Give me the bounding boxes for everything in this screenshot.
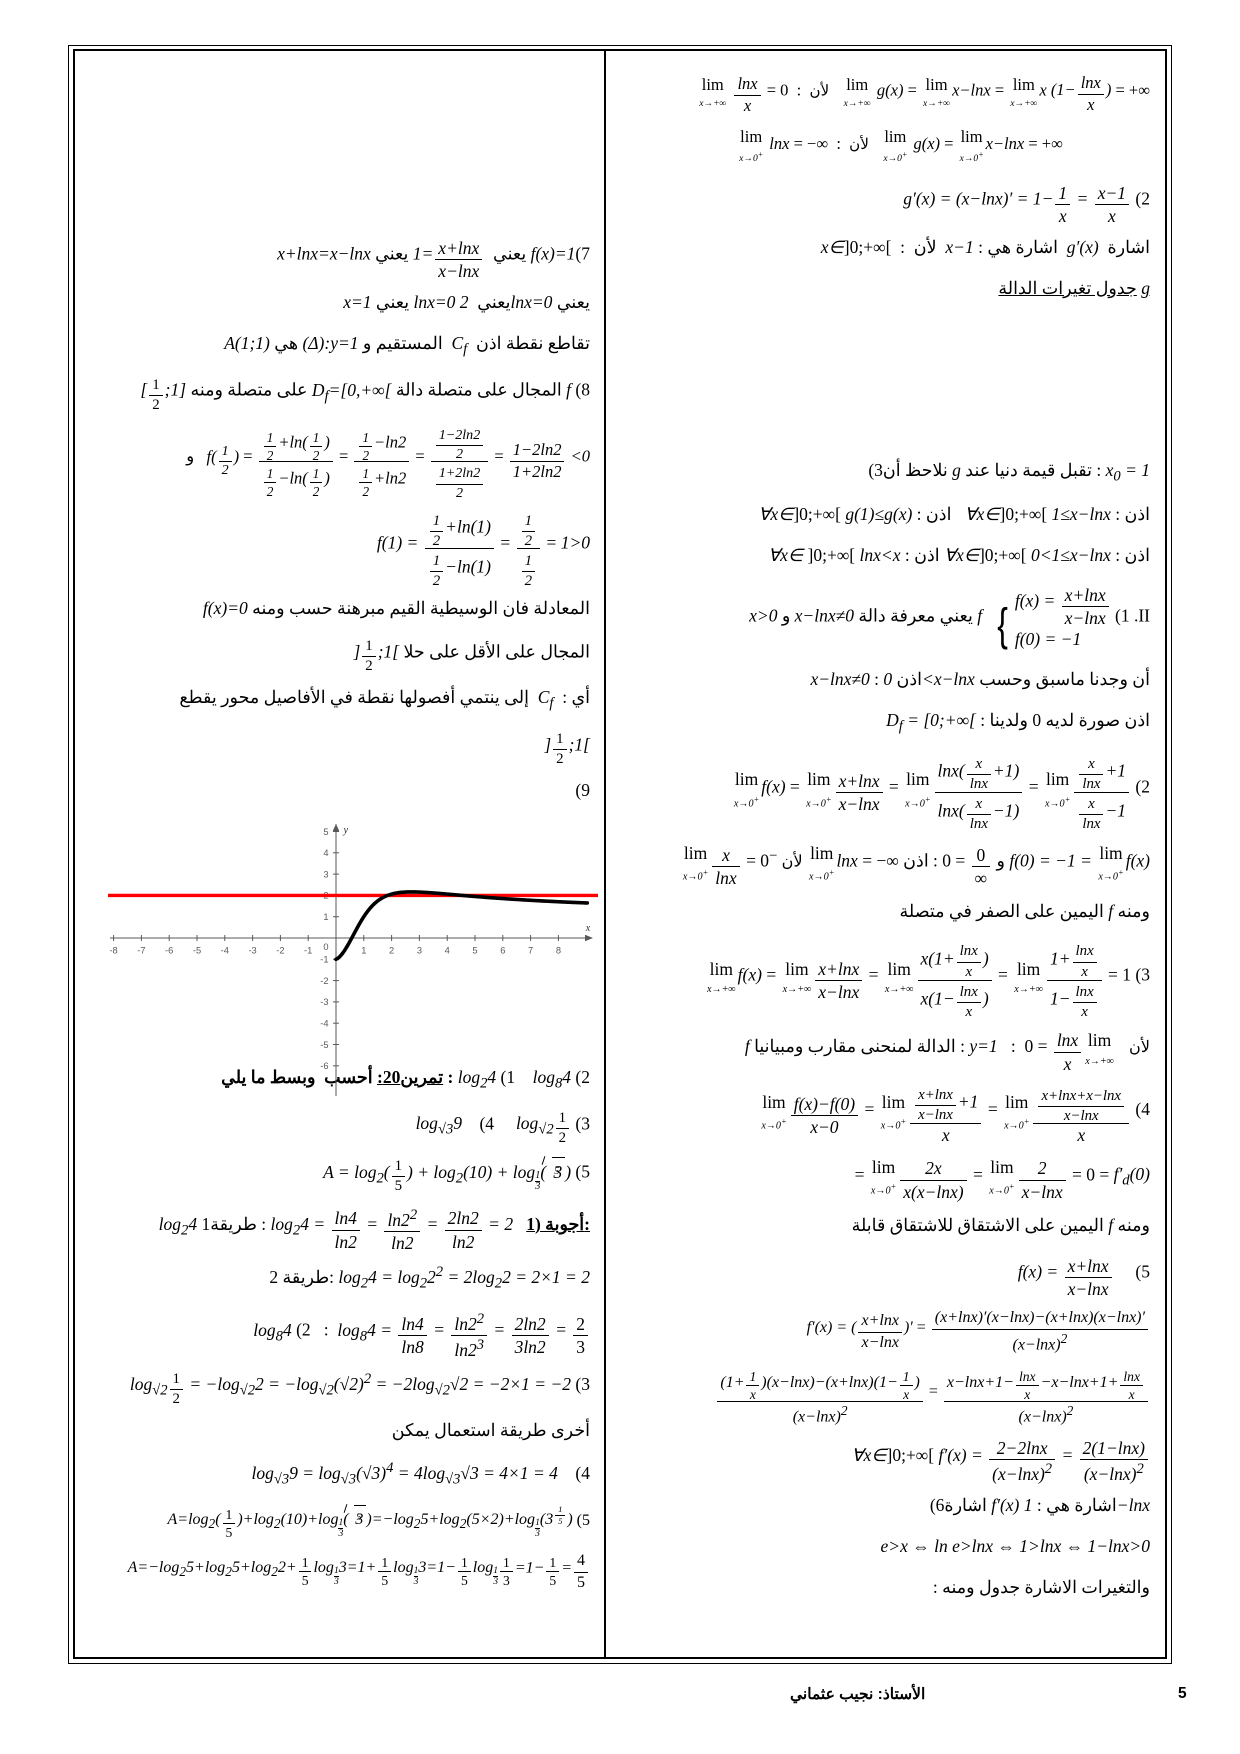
- svg-text:-4: -4: [320, 1019, 328, 1029]
- svg-text:-6: -6: [165, 946, 173, 956]
- svg-text:-3: -3: [248, 946, 256, 956]
- svg-text:x: x: [585, 923, 591, 934]
- svg-text:5: 5: [472, 946, 477, 956]
- svg-text:1: 1: [323, 912, 328, 922]
- svg-text:3: 3: [417, 946, 422, 956]
- svg-text:6: 6: [500, 946, 505, 956]
- svg-text:2: 2: [389, 946, 394, 956]
- svg-text:8: 8: [556, 946, 561, 956]
- svg-text:4: 4: [323, 848, 328, 858]
- svg-text:3: 3: [323, 869, 328, 879]
- svg-text:1: 1: [361, 946, 366, 956]
- svg-text:-6: -6: [320, 1061, 328, 1071]
- svg-text:-8: -8: [109, 946, 117, 956]
- svg-text:0: 0: [323, 942, 328, 952]
- svg-text:-1: -1: [320, 955, 328, 965]
- svg-text:-3: -3: [320, 997, 328, 1007]
- svg-text:4: 4: [445, 946, 450, 956]
- svg-text:-2: -2: [320, 976, 328, 986]
- svg-text:-2: -2: [276, 946, 284, 956]
- svg-text:5: 5: [323, 827, 328, 837]
- svg-text:-5: -5: [320, 1040, 328, 1050]
- svg-text:-4: -4: [221, 946, 229, 956]
- svg-text:-7: -7: [137, 946, 145, 956]
- svg-text:y: y: [343, 825, 349, 836]
- svg-text:7: 7: [528, 946, 533, 956]
- svg-text:-5: -5: [193, 946, 201, 956]
- svg-text:-1: -1: [304, 946, 312, 956]
